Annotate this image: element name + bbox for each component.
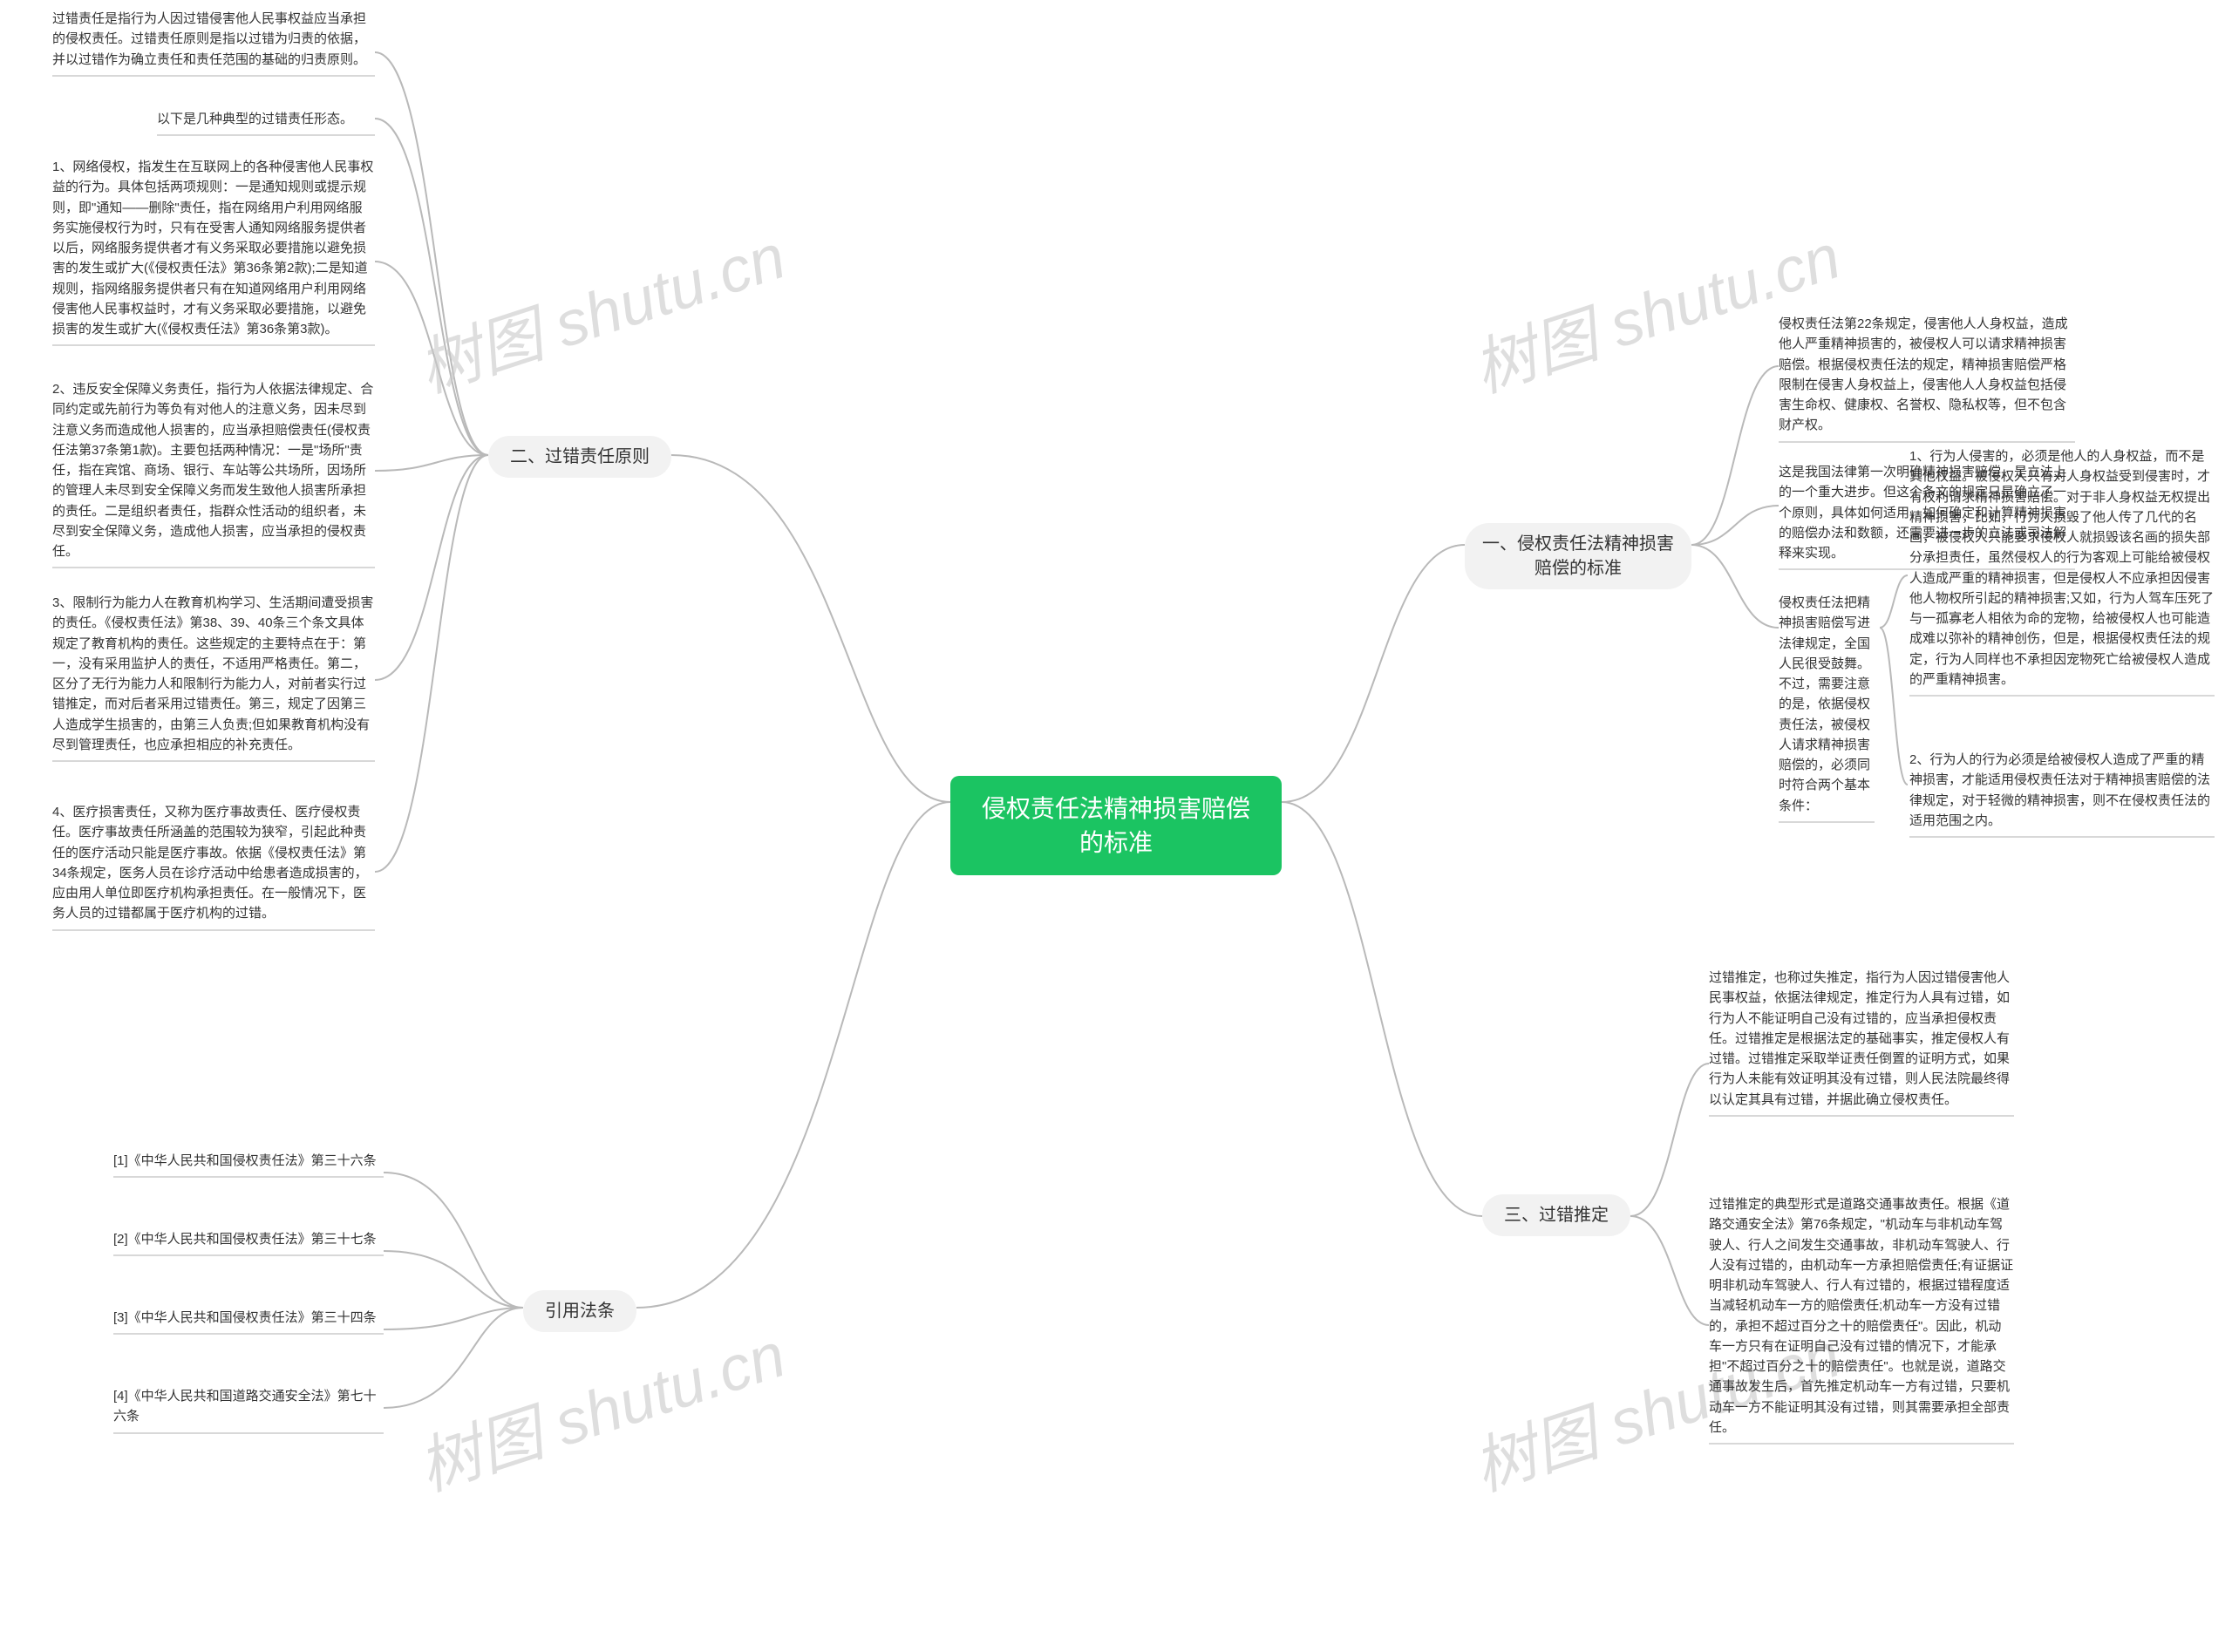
leaf-node[interactable]: 2、违反安全保障义务责任，指行为人依据法律规定、合同约定或先前行为等负有对他人的… [52, 379, 375, 568]
leaf-text: [3]《中华人民共和国侵权责任法》第三十四条 [113, 1310, 377, 1325]
leaf-text: 2、违反安全保障义务责任，指行为人依据法律规定、合同约定或先前行为等负有对他人的… [52, 382, 373, 559]
root-label: 侵权责任法精神损害赔偿的标准 [982, 795, 1250, 856]
leaf-node[interactable]: 4、医疗损害责任，又称为医疗事故责任、医疗侵权责任。医疗事故责任所涵盖的范围较为… [52, 802, 375, 931]
leaf-node[interactable]: [2]《中华人民共和国侵权责任法》第三十七条 [113, 1229, 384, 1256]
leaf-text: 过错推定的典型形式是道路交通事故责任。根据《道路交通安全法》第76条规定，"机动… [1709, 1197, 2013, 1435]
leaf-node[interactable]: 侵权责任法第22条规定，侵害他人人身权益，造成他人严重精神损害的，被侵权人可以请… [1779, 314, 2075, 443]
leaf-text: 过错推定，也称过失推定，指行为人因过错侵害他人民事权益，依据法律规定，推定行为人… [1709, 970, 2010, 1107]
root-node[interactable]: 侵权责任法精神损害赔偿的标准 [950, 776, 1282, 875]
mindmap-canvas: 树图 shutu.cn 树图 shutu.cn 树图 shutu.cn 树图 s… [0, 0, 2232, 1652]
leaf-node[interactable]: 2、行为人的行为必须是给被侵权人造成了严重的精神损害，才能适用侵权责任法对于精神… [1909, 750, 2215, 838]
branch-node-1[interactable]: 一、侵权责任法精神损害赔偿的标准 [1465, 523, 1691, 589]
leaf-node[interactable]: 3、限制行为能力人在教育机构学习、生活期间遭受损害的责任。《侵权责任法》第38、… [52, 593, 375, 762]
leaf-node[interactable]: [3]《中华人民共和国侵权责任法》第三十四条 [113, 1308, 384, 1335]
leaf-text: 侵权责任法第22条规定，侵害他人人身权益，造成他人严重精神损害的，被侵权人可以请… [1779, 316, 2068, 432]
watermark: 树图 shutu.cn [405, 1303, 794, 1508]
branch-node-4[interactable]: 引用法条 [523, 1290, 636, 1332]
branch-label: 三、过错推定 [1504, 1206, 1609, 1225]
branch-label: 二、过错责任原则 [510, 447, 650, 466]
leaf-node[interactable]: 过错责任是指行为人因过错侵害他人民事权益应当承担的侵权责任。过错责任原则是指以过… [52, 9, 375, 77]
branch-node-3[interactable]: 三、过错推定 [1482, 1194, 1630, 1236]
leaf-text: [4]《中华人民共和国道路交通安全法》第七十六条 [113, 1389, 377, 1424]
leaf-node[interactable]: 1、行为人侵害的，必须是他人的人身权益，而不是其他权益。被侵权人只有对人身权益受… [1909, 446, 2215, 697]
leaf-text: 4、医疗损害责任，又称为医疗事故责任、医疗侵权责任。医疗事故责任所涵盖的范围较为… [52, 805, 368, 921]
leaf-text: [1]《中华人民共和国侵权责任法》第三十六条 [113, 1153, 377, 1168]
leaf-text: 过错责任是指行为人因过错侵害他人民事权益应当承担的侵权责任。过错责任原则是指以过… [52, 11, 366, 67]
leaf-text: [2]《中华人民共和国侵权责任法》第三十七条 [113, 1232, 377, 1247]
leaf-text: 1、网络侵权，指发生在互联网上的各种侵害他人民事权益的行为。具体包括两项规则：一… [52, 160, 373, 337]
leaf-node[interactable]: [4]《中华人民共和国道路交通安全法》第七十六条 [113, 1386, 384, 1434]
watermark: 树图 shutu.cn [405, 205, 794, 410]
leaf-text: 2、行为人的行为必须是给被侵权人造成了严重的精神损害，才能适用侵权责任法对于精神… [1909, 752, 2210, 828]
leaf-text: 3、限制行为能力人在教育机构学习、生活期间遭受损害的责任。《侵权责任法》第38、… [52, 595, 373, 752]
branch-label: 引用法条 [545, 1302, 615, 1321]
leaf-text: 以下是几种典型的过错责任形态。 [157, 112, 353, 126]
leaf-node[interactable]: 过错推定，也称过失推定，指行为人因过错侵害他人民事权益，依据法律规定，推定行为人… [1709, 968, 2014, 1117]
leaf-node[interactable]: 以下是几种典型的过错责任形态。 [157, 109, 375, 136]
leaf-node[interactable]: 1、网络侵权，指发生在互联网上的各种侵害他人民事权益的行为。具体包括两项规则：一… [52, 157, 375, 346]
branch-label: 一、侵权责任法精神损害赔偿的标准 [1482, 534, 1674, 578]
leaf-node[interactable]: [1]《中华人民共和国侵权责任法》第三十六条 [113, 1151, 384, 1178]
leaf-node[interactable]: 过错推定的典型形式是道路交通事故责任。根据《道路交通安全法》第76条规定，"机动… [1709, 1194, 2014, 1445]
leaf-node[interactable]: 侵权责任法把精神损害赔偿写进法律规定，全国人民很受鼓舞。不过，需要注意的是，依据… [1779, 593, 1875, 823]
leaf-text: 1、行为人侵害的，必须是他人的人身权益，而不是其他权益。被侵权人只有对人身权益受… [1909, 449, 2214, 687]
leaf-text: 侵权责任法把精神损害赔偿写进法律规定，全国人民很受鼓舞。不过，需要注意的是，依据… [1779, 595, 1870, 813]
branch-node-2[interactable]: 二、过错责任原则 [488, 436, 671, 478]
